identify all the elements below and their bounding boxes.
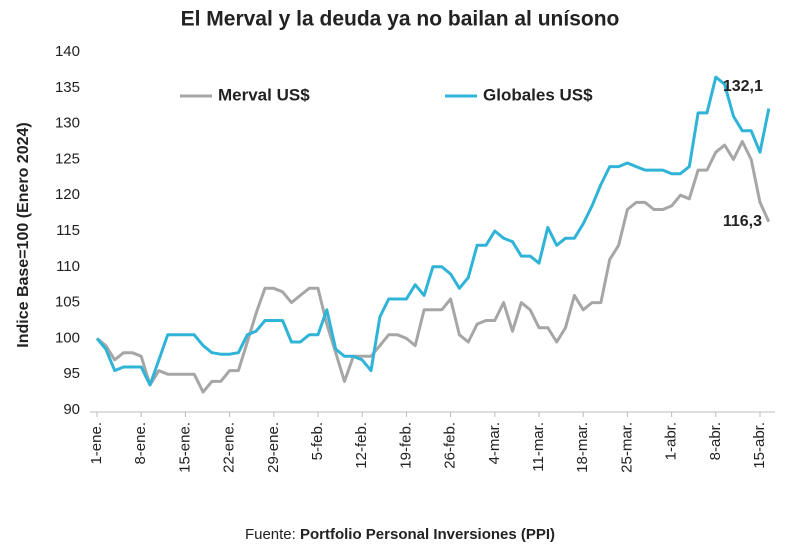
y-tick-label: 125 [55,150,80,167]
y-tick-label: 120 [55,186,80,203]
x-tick-label: 12-feb. [353,422,370,469]
chart-title: El Merval y la deuda ya no bailan al uní… [181,8,620,31]
x-tick-label: 25-mar. [618,422,635,473]
y-tick-label: 115 [56,222,80,239]
x-tick-label: 4-mar. [486,422,503,465]
x-tick-label: 18-mar. [574,422,591,473]
x-tick-label: 1-abr. [663,422,680,460]
y-tick-label: 130 [55,115,80,132]
x-tick-label: 15-ene. [176,422,193,473]
y-tick-label: 95 [63,365,80,382]
x-tick-label: 15-abr. [751,422,768,469]
x-tick-label: 11-mar. [530,422,547,472]
source: Fuente: Portfolio Personal Inversiones (… [245,526,555,543]
x-tick-label: 22-ene. [221,422,238,473]
x-tick-label: 19-feb. [397,422,414,469]
y-axis-label: Indice Base=100 (Enero 2024) [15,122,32,347]
x-tick-label: 29-ene. [265,422,282,473]
series-line [95,75,771,387]
x-tick-label: 1-ene. [88,422,105,465]
x-tick-label: 8-abr. [707,422,724,460]
source-name: Portfolio Personal Inversiones (PPI) [300,526,555,543]
y-tick-label: 135 [55,79,80,96]
y-tick-label: 110 [56,258,80,275]
x-tick-label: 5-feb. [309,422,326,460]
legend-label: Merval US$ [218,85,310,104]
source-prefix: Fuente: [245,526,296,543]
value-label: 132,1 [723,78,763,95]
y-tick-label: 105 [55,294,80,311]
x-tick-label: 8-ene. [132,422,149,465]
series-line [96,140,771,394]
y-tick-label: 90 [63,401,80,418]
y-tick-label: 140 [55,43,80,60]
x-tick-label: 26-feb. [442,422,459,469]
y-tick-label: 100 [55,329,80,346]
legend-label: Globales US$ [483,85,593,104]
value-label: 116,3 [723,213,762,230]
